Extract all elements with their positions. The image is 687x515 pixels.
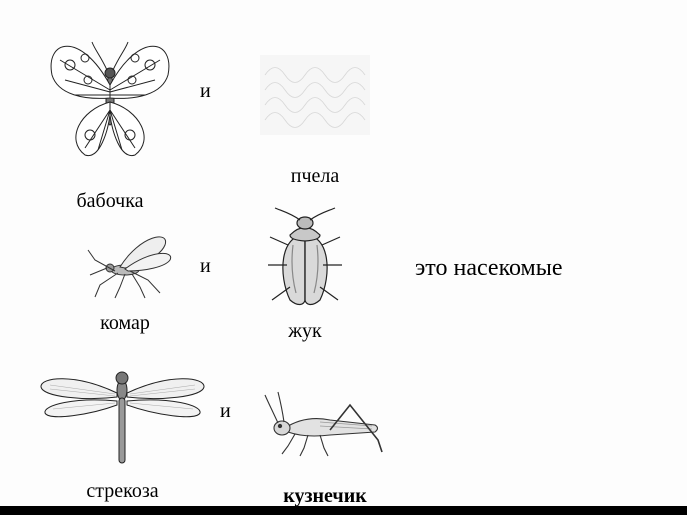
insect-grasshopper: кузнечик [260,380,390,507]
insect-dragonfly: стрекоза [35,355,210,502]
dragonfly-icon [35,355,210,475]
conjunction-1: и [200,80,211,103]
footer-band [0,506,687,515]
mosquito-label: комар [70,312,180,334]
butterfly-label: бабочка [40,190,180,212]
insect-butterfly: бабочка [40,20,180,212]
bee-icon [260,55,370,135]
tagline-text: это насекомые [415,255,563,282]
insect-bee: пчела [260,55,370,187]
beetle-label: жук [260,320,350,342]
grasshopper-label: кузнечик [260,485,390,507]
conjunction-2: и [200,255,211,278]
butterfly-icon [40,20,180,170]
beetle-icon [260,205,350,310]
grasshopper-icon [260,380,390,460]
insect-beetle: жук [260,205,350,342]
dragonfly-label: стрекоза [35,480,210,502]
bee-label: пчела [260,165,370,187]
insect-mosquito: комар [70,225,180,334]
conjunction-3: и [220,400,231,423]
mosquito-icon [70,225,180,300]
